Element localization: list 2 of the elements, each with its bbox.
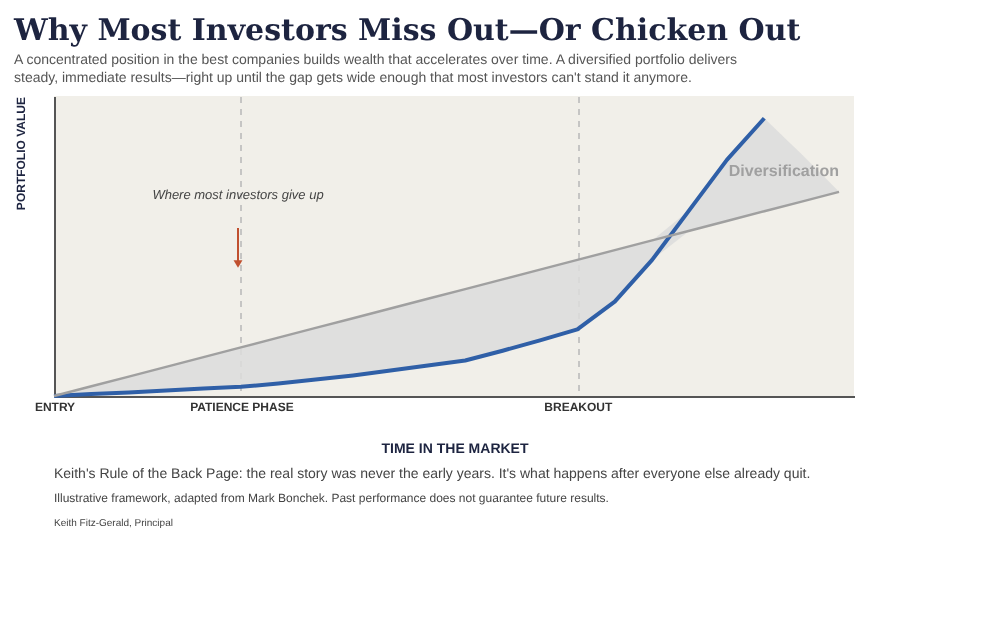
chart-title: Why Most Investors Miss Out—Or Chicken Out bbox=[12, 12, 801, 48]
series-label: Diversification bbox=[728, 161, 840, 180]
